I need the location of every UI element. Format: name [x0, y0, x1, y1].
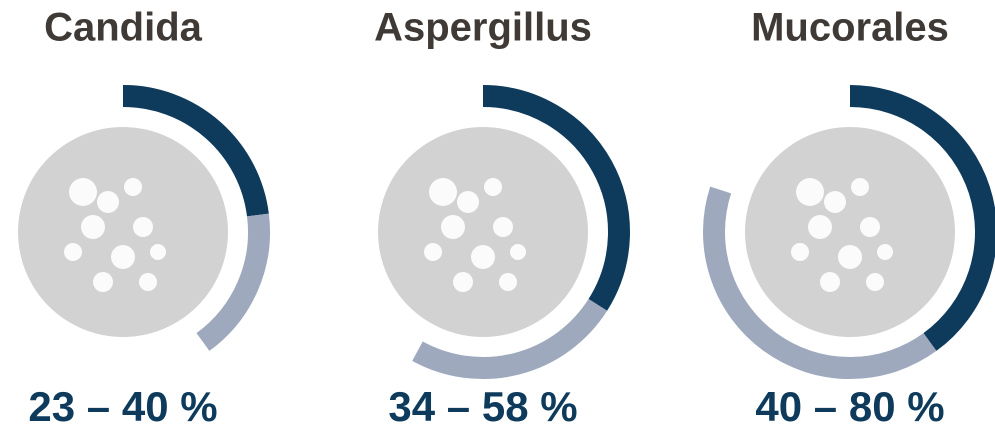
illustration	[81, 215, 105, 239]
illustration	[69, 178, 97, 206]
page: Candida 23 – 40 % Aspergillus 34 – 58 % Muco…	[0, 0, 995, 433]
inner-circle	[745, 127, 955, 337]
illustration	[93, 272, 113, 292]
illustration	[860, 217, 880, 237]
illustration	[453, 272, 473, 292]
illustration	[510, 244, 526, 260]
illustration	[457, 191, 479, 213]
range-label: 34 – 58 %	[388, 383, 577, 430]
illustration	[499, 273, 517, 291]
illustration	[484, 178, 502, 196]
illustration	[64, 243, 82, 261]
illustration	[424, 243, 442, 261]
illustration	[877, 244, 893, 260]
illustration	[150, 244, 166, 260]
illustration	[796, 178, 824, 206]
illustration	[808, 215, 832, 239]
illustration	[824, 191, 846, 213]
illustration	[493, 217, 513, 237]
infographic: Candida 23 – 40 % Aspergillus 34 – 58 % Muco…	[0, 0, 995, 433]
title: Mucorales	[751, 6, 949, 50]
illustration	[111, 245, 135, 269]
illustration	[124, 178, 142, 196]
illustration	[97, 191, 119, 213]
title: Candida	[44, 6, 203, 50]
illustration	[139, 273, 157, 291]
illustration	[429, 178, 457, 206]
range-label: 23 – 40 %	[28, 383, 217, 430]
illustration	[851, 178, 869, 196]
title: Aspergillus	[374, 6, 592, 50]
illustration	[838, 245, 862, 269]
illustration	[791, 243, 809, 261]
illustration	[133, 217, 153, 237]
range-label: 40 – 80 %	[755, 383, 944, 430]
inner-circle	[18, 127, 228, 337]
illustration	[866, 273, 884, 291]
illustration	[820, 272, 840, 292]
inner-circle	[378, 127, 588, 337]
illustration	[441, 215, 465, 239]
illustration	[471, 245, 495, 269]
